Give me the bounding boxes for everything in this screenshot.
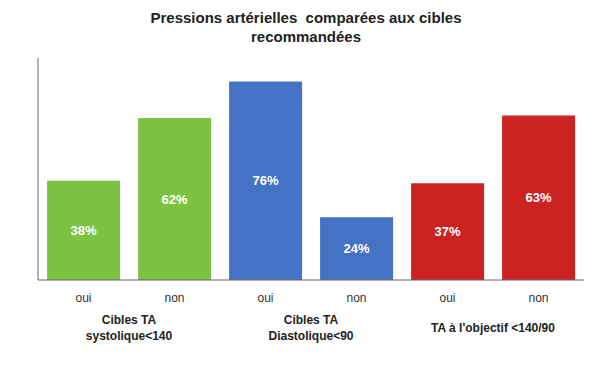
svg-text:TA à l'objectif <140/90: TA à l'objectif <140/90 xyxy=(431,321,555,335)
svg-text:oui: oui xyxy=(75,291,91,305)
svg-text:Diastolique<90: Diastolique<90 xyxy=(268,329,353,343)
svg-text:76%: 76% xyxy=(253,173,279,188)
svg-text:oui: oui xyxy=(439,291,455,305)
svg-text:non: non xyxy=(346,291,366,305)
svg-text:Cibles TA: Cibles TA xyxy=(284,313,339,327)
svg-text:37%: 37% xyxy=(435,224,461,239)
html-text:Pressions artérielles comparée: Pressions artérielles comparées aux cibl… xyxy=(150,9,462,45)
svg-text:63%: 63% xyxy=(526,190,552,205)
svg-text:62%: 62% xyxy=(162,192,188,207)
svg-text:24%: 24% xyxy=(344,241,370,256)
svg-text:oui: oui xyxy=(257,291,273,305)
svg-text:non: non xyxy=(528,291,548,305)
svg-text:Cibles TA: Cibles TA xyxy=(102,313,157,327)
svg-text:non: non xyxy=(164,291,184,305)
svg-text:38%: 38% xyxy=(71,223,97,238)
svg-text:systolique<140: systolique<140 xyxy=(86,329,173,343)
